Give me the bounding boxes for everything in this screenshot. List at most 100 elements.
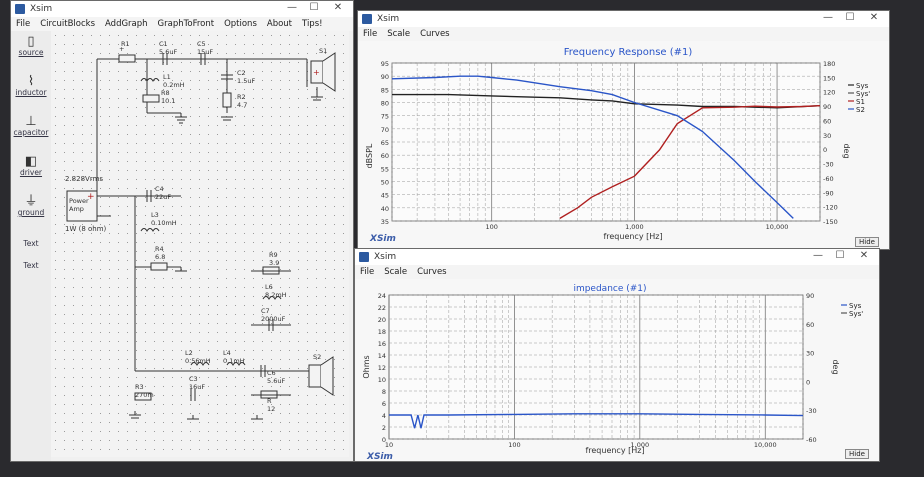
freq-menubar: File Scale Curves: [358, 27, 889, 41]
impedance-window: Xsim — ☐ ✕ File Scale Curves impedance (…: [354, 248, 880, 462]
y-tick-label: 2: [382, 424, 386, 432]
close-icon[interactable]: ✕: [869, 12, 879, 23]
imp-hide-button[interactable]: Hide: [845, 449, 869, 459]
label-c5: C5 15uF: [197, 40, 214, 56]
y-tick-label: 14: [378, 352, 386, 360]
y-tick-label: 24: [378, 292, 386, 300]
x-tick-label: 10,000: [754, 441, 777, 449]
minimize-icon[interactable]: —: [287, 2, 297, 13]
speaker-icon: ◧: [24, 154, 38, 169]
label-c6: C6 5.6uF: [267, 369, 286, 385]
schematic-title: Xsim: [30, 4, 53, 14]
tool-source[interactable]: ▯ source: [13, 35, 49, 57]
schematic-canvas[interactable]: + + + R1 C1 5.6uF C5 15uF S1 L1 0.2mH R8…: [51, 31, 349, 457]
freq-title: Xsim: [377, 14, 400, 24]
freq-ticks: 95 90 85 80 75 70 65 60 55 50 45 40 35 180 150 120 90 60 3…: [381, 60, 838, 231]
label-l6: L6 8.2mH: [265, 283, 287, 299]
freq-hide-button[interactable]: Hide: [855, 237, 879, 247]
menu-options[interactable]: Options: [224, 19, 257, 29]
tool-text-1-label: Text: [23, 239, 39, 248]
xsim-app-icon: [359, 252, 369, 262]
ground-icon: ⏚: [24, 194, 38, 209]
tool-inductor[interactable]: ⌇ inductor: [13, 75, 49, 97]
legend-entry: Sys: [856, 82, 869, 90]
freq-titlebar: Xsim — ☐ ✕: [358, 11, 889, 27]
label-c4: C4 22uF: [155, 185, 172, 201]
label-l2: L2 0.56mH: [185, 349, 211, 365]
tool-text-2[interactable]: Text: [13, 261, 49, 270]
svg-text:+: +: [87, 192, 95, 202]
label-r: R 12: [267, 397, 276, 413]
y-tick-label: 0: [382, 436, 386, 444]
frequency-response-chart: Frequency Response (#1) dBSPL deg freque…: [358, 41, 889, 249]
label-r1: R1: [121, 40, 130, 48]
menu-curves[interactable]: Curves: [420, 29, 450, 39]
menu-file[interactable]: File: [363, 29, 378, 39]
y2-tick-label: -60: [806, 436, 817, 444]
y2-tick-label: 150: [823, 74, 835, 82]
y-tick-label: 10: [378, 376, 386, 384]
y-tick-label: 95: [381, 60, 389, 68]
imp-ylabel: Ohms: [362, 355, 371, 378]
menu-scale[interactable]: Scale: [384, 267, 408, 277]
y-tick-label: 75: [381, 113, 389, 121]
legend-entry: Sys: [849, 302, 862, 310]
menu-addgraph[interactable]: AddGraph: [105, 19, 148, 29]
schematic-titlebar: Xsim — ☐ ✕: [11, 1, 353, 17]
y-tick-label: 70: [381, 126, 389, 134]
menu-about[interactable]: About: [266, 19, 293, 29]
close-icon[interactable]: ✕: [859, 250, 869, 261]
label-c7: C7 2000uF: [261, 307, 286, 323]
menu-graphtofront[interactable]: GraphToFront: [157, 19, 215, 29]
label-c2: C2 1.5uF: [237, 69, 256, 85]
menu-curves[interactable]: Curves: [417, 267, 447, 277]
inductor-icon: ⌇: [27, 74, 35, 89]
tool-capacitor[interactable]: ⊥ capacitor: [13, 115, 49, 137]
tool-ground[interactable]: ⏚ ground: [13, 195, 49, 217]
y2-tick-label: -30: [806, 407, 817, 415]
y-tick-label: 6: [382, 400, 386, 408]
y-tick-label: 8: [382, 388, 386, 396]
label-l4: L4 0.1mH: [223, 349, 245, 365]
menu-scale[interactable]: Scale: [387, 29, 411, 39]
freq-chart-title: Frequency Response (#1): [564, 47, 693, 58]
tool-driver-label: driver: [19, 168, 43, 177]
component-toolbox: ▯ source ⌇ inductor ⊥ capacitor ◧ driver ⏚ gr…: [11, 31, 51, 461]
y2-tick-label: 90: [806, 292, 814, 300]
imp-menubar: File Scale Curves: [355, 265, 879, 279]
maximize-icon[interactable]: ☐: [309, 2, 319, 13]
capacitor-icon: ⊥: [25, 114, 37, 129]
freq-xlabel: frequency [Hz]: [603, 232, 662, 241]
label-r8: R8 10.1: [161, 89, 176, 105]
label-c3: C3 16uF: [189, 375, 206, 391]
imp-title: Xsim: [374, 252, 397, 262]
y2-tick-label: 60: [823, 117, 831, 125]
menu-tips[interactable]: Tips!: [302, 19, 323, 29]
series-line-s1: [559, 105, 821, 220]
tool-driver[interactable]: ◧ driver: [13, 155, 49, 177]
freq-grid: [391, 62, 821, 222]
minimize-icon[interactable]: —: [813, 250, 823, 261]
maximize-icon[interactable]: ☐: [835, 250, 845, 261]
y2-tick-label: 60: [806, 321, 814, 329]
y2-tick-label: -30: [823, 161, 834, 169]
menu-file[interactable]: File: [16, 19, 31, 29]
imp-ylabel-right: deg: [831, 359, 840, 374]
menu-file[interactable]: File: [360, 267, 375, 277]
y-tick-label: 55: [381, 165, 389, 173]
label-amp: Power Amp: [69, 197, 89, 213]
legend-entry: S2: [856, 106, 865, 114]
tool-text-2-label: Text: [23, 261, 39, 270]
tool-text-1[interactable]: Text: [13, 239, 49, 248]
label-r9: R9 3.9: [269, 251, 280, 267]
y2-tick-label: 120: [823, 89, 835, 97]
impedance-chart: impedance (#1) Ohms deg frequency [Hz] X…: [355, 279, 879, 461]
plot-area: [391, 62, 821, 222]
close-icon[interactable]: ✕: [333, 2, 343, 13]
menu-circuitblocks[interactable]: CircuitBlocks: [40, 19, 96, 29]
y-tick-label: 50: [381, 179, 389, 187]
maximize-icon[interactable]: ☐: [845, 12, 855, 23]
minimize-icon[interactable]: —: [823, 12, 833, 23]
